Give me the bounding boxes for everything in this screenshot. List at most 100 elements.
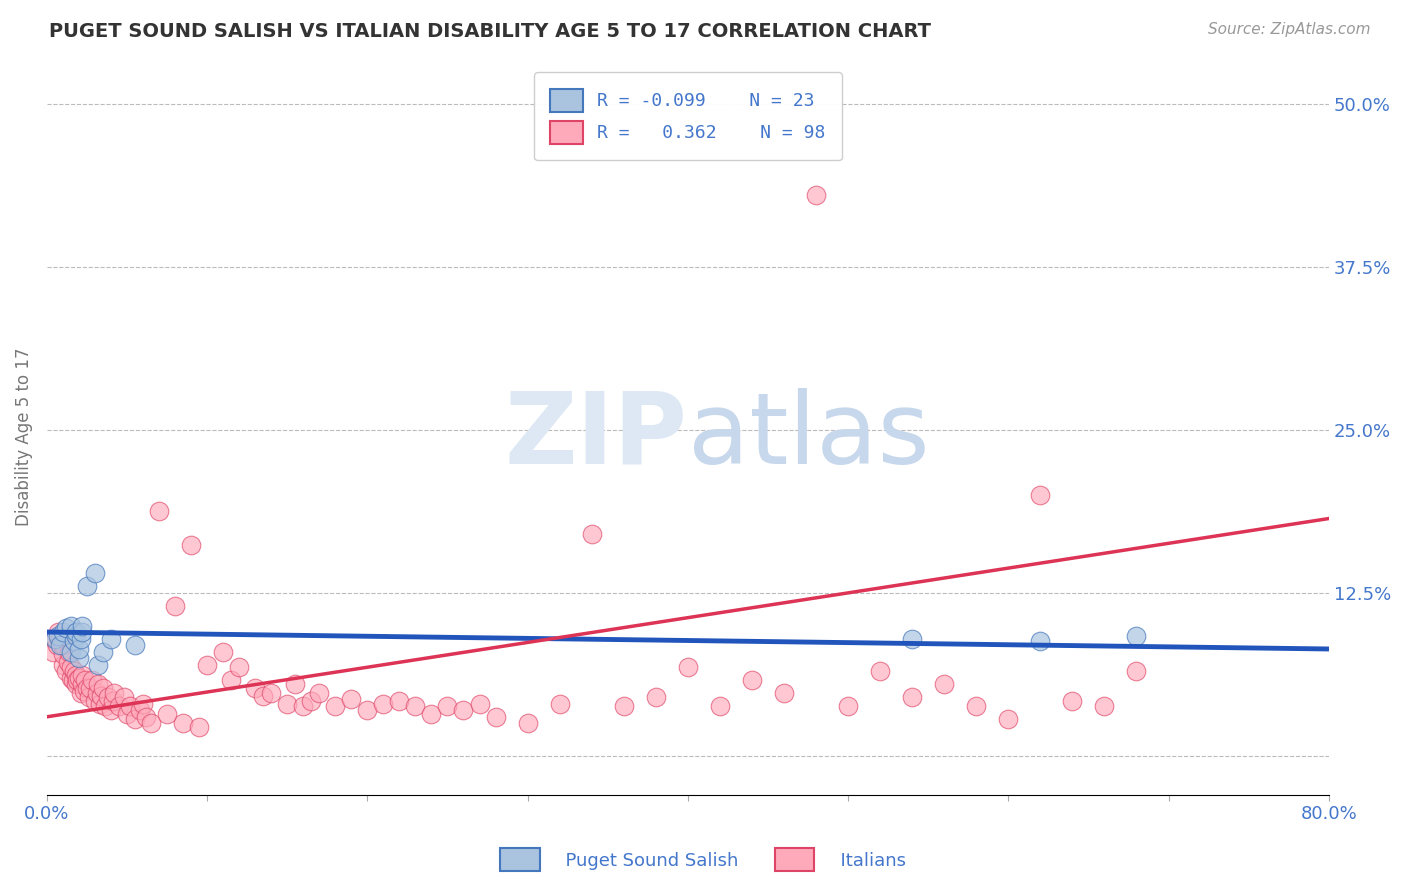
Point — [89, 697, 111, 711]
Point — [228, 660, 250, 674]
Point — [52, 647, 75, 661]
Point — [132, 697, 155, 711]
Point — [59, 660, 82, 674]
Point — [52, 638, 75, 652]
Point — [516, 716, 538, 731]
Point — [100, 632, 122, 646]
Point — [42, 644, 65, 658]
Point — [59, 644, 82, 658]
Point — [87, 677, 110, 691]
Point — [260, 686, 283, 700]
Point — [340, 691, 363, 706]
Legend: R = -0.099    N = 23, R =   0.362    N = 98: R = -0.099 N = 23, R = 0.362 N = 98 — [534, 72, 842, 161]
Point — [66, 673, 89, 688]
Point — [59, 618, 82, 632]
Point — [284, 677, 307, 691]
Point — [69, 686, 91, 700]
Point — [252, 689, 274, 703]
Text: ZIP: ZIP — [505, 388, 688, 485]
Point — [165, 599, 187, 613]
Point — [124, 713, 146, 727]
Point — [103, 686, 125, 700]
Point — [100, 703, 122, 717]
Point — [420, 707, 443, 722]
Point — [741, 673, 763, 688]
Point — [46, 629, 69, 643]
Point — [581, 527, 603, 541]
Point — [613, 699, 636, 714]
Point — [93, 699, 115, 714]
Point — [453, 703, 475, 717]
Y-axis label: Disability Age 5 to 17: Disability Age 5 to 17 — [15, 347, 32, 525]
Point — [115, 707, 138, 722]
Point — [91, 681, 114, 695]
Point — [901, 632, 924, 646]
Point — [76, 681, 98, 695]
Point — [63, 634, 86, 648]
Legend:   Puget Sound Salish,   Italians: Puget Sound Salish, Italians — [494, 841, 912, 879]
Point — [997, 713, 1019, 727]
Point — [67, 642, 90, 657]
Point — [120, 699, 142, 714]
Point — [548, 697, 571, 711]
Point — [44, 632, 66, 646]
Point — [67, 651, 90, 665]
Point — [148, 504, 170, 518]
Point — [62, 673, 84, 688]
Point — [52, 625, 75, 640]
Point — [108, 699, 131, 714]
Point — [323, 699, 346, 714]
Point — [65, 677, 87, 691]
Point — [84, 694, 107, 708]
Point — [468, 697, 491, 711]
Point — [308, 686, 330, 700]
Point — [180, 538, 202, 552]
Point — [804, 188, 827, 202]
Point — [124, 638, 146, 652]
Text: Source: ZipAtlas.com: Source: ZipAtlas.com — [1208, 22, 1371, 37]
Point — [46, 625, 69, 640]
Point — [86, 686, 108, 700]
Point — [1094, 699, 1116, 714]
Point — [356, 703, 378, 717]
Point — [56, 655, 79, 669]
Point — [55, 664, 77, 678]
Point — [128, 703, 150, 717]
Point — [404, 699, 426, 714]
Point — [212, 644, 235, 658]
Point — [219, 673, 242, 688]
Point — [48, 638, 70, 652]
Text: atlas: atlas — [688, 388, 929, 485]
Point — [79, 681, 101, 695]
Point — [139, 716, 162, 731]
Point — [292, 699, 315, 714]
Point — [901, 690, 924, 705]
Point — [773, 686, 796, 700]
Point — [69, 632, 91, 646]
Point — [67, 671, 90, 685]
Point — [80, 673, 103, 688]
Point — [156, 707, 179, 722]
Point — [112, 690, 135, 705]
Point — [97, 690, 120, 705]
Point — [388, 694, 411, 708]
Text: PUGET SOUND SALISH VS ITALIAN DISABILITY AGE 5 TO 17 CORRELATION CHART: PUGET SOUND SALISH VS ITALIAN DISABILITY… — [49, 22, 931, 41]
Point — [55, 621, 77, 635]
Point — [73, 683, 96, 698]
Point — [436, 699, 458, 714]
Point — [1029, 634, 1052, 648]
Point — [188, 720, 211, 734]
Point — [676, 660, 699, 674]
Point — [869, 664, 891, 678]
Point — [70, 625, 93, 640]
Point — [837, 699, 859, 714]
Point — [65, 625, 87, 640]
Point — [76, 579, 98, 593]
Point — [52, 657, 75, 672]
Point — [135, 710, 157, 724]
Point — [1125, 664, 1147, 678]
Point — [172, 716, 194, 731]
Point — [44, 632, 66, 646]
Point — [1029, 488, 1052, 502]
Point — [63, 664, 86, 678]
